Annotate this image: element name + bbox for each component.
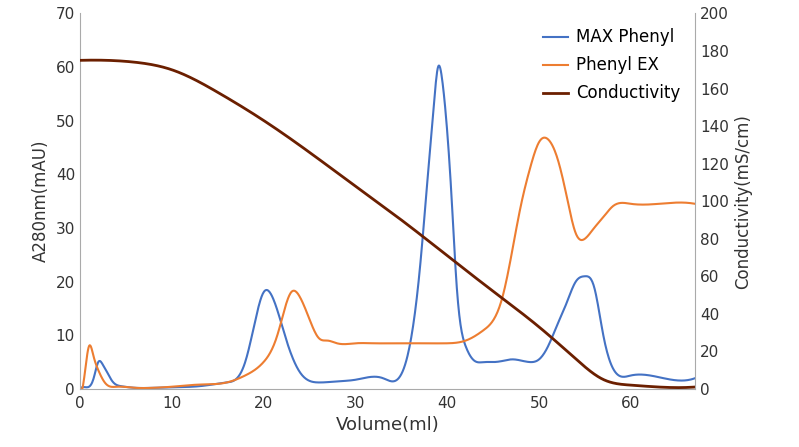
MAX Phenyl [434, 63, 443, 68]
Conductivity [673, 385, 682, 390]
Line: Phenyl EX: Phenyl EX [80, 138, 695, 389]
Conductivity [555, 342, 565, 348]
Legend: MAX Phenyl, Phenyl EX, Conductivity: MAX Phenyl, Phenyl EX, Conductivity [536, 22, 687, 109]
Phenyl EX [539, 135, 549, 140]
Conductivity [75, 58, 85, 63]
MAX Phenyl [690, 375, 700, 381]
Conductivity [499, 296, 508, 301]
Line: Conductivity: Conductivity [80, 60, 695, 388]
Phenyl EX [324, 338, 333, 343]
Conductivity [566, 352, 576, 358]
Conductivity [324, 164, 334, 169]
Y-axis label: Conductivity(mS/cm): Conductivity(mS/cm) [734, 114, 753, 289]
MAX Phenyl [324, 380, 333, 385]
Phenyl EX [138, 385, 148, 391]
Phenyl EX [498, 295, 507, 300]
Conductivity [89, 58, 99, 63]
Phenyl EX [555, 166, 565, 171]
Conductivity [347, 181, 356, 186]
MAX Phenyl [555, 315, 565, 320]
MAX Phenyl [566, 288, 576, 293]
MAX Phenyl [75, 386, 85, 392]
Conductivity [138, 61, 148, 66]
Phenyl EX [346, 341, 356, 346]
Phenyl EX [75, 386, 85, 392]
MAX Phenyl [138, 385, 148, 391]
Phenyl EX [566, 215, 576, 220]
Phenyl EX [690, 201, 700, 207]
Line: MAX Phenyl: MAX Phenyl [80, 66, 695, 389]
Y-axis label: A280nm(mAU): A280nm(mAU) [32, 140, 50, 262]
MAX Phenyl [499, 358, 508, 363]
MAX Phenyl [346, 378, 356, 383]
X-axis label: Volume(ml): Volume(ml) [336, 417, 439, 434]
Conductivity [690, 384, 700, 390]
